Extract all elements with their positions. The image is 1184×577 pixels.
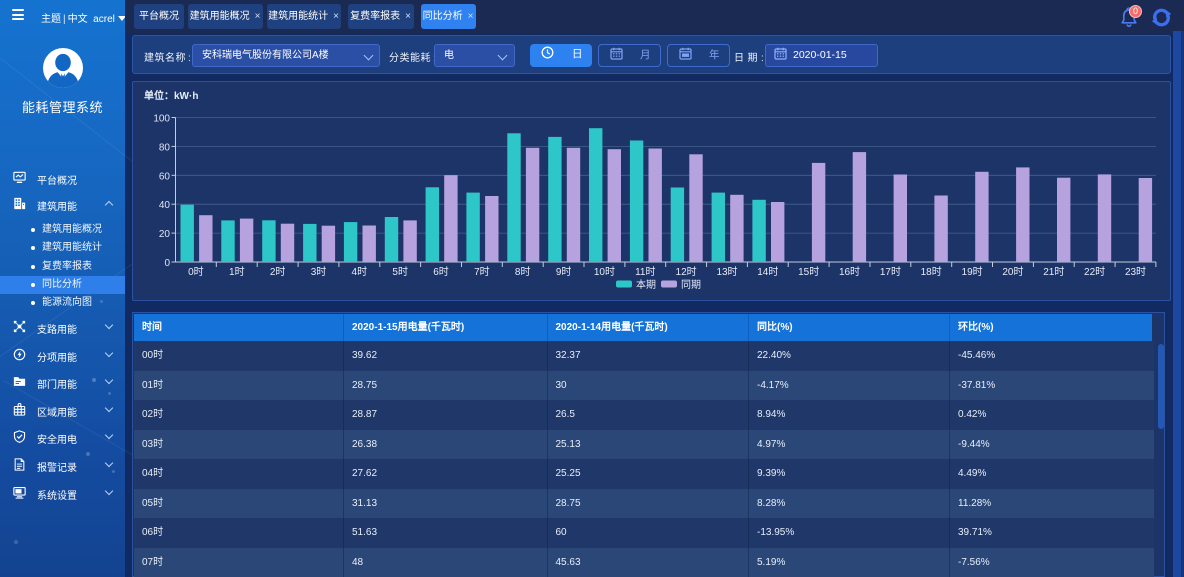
svg-text:4时: 4时	[352, 266, 368, 278]
svg-text:单位：kW·h: 单位：kW·h	[144, 89, 198, 102]
svg-text:1时: 1时	[229, 266, 245, 278]
svg-text:100: 100	[153, 114, 170, 125]
svg-text:80: 80	[159, 142, 171, 153]
svg-text:9时: 9时	[556, 266, 572, 278]
svg-text:16时: 16时	[839, 266, 860, 278]
svg-text:同期: 同期	[681, 279, 701, 291]
svg-text:5时: 5时	[392, 266, 408, 278]
svg-text:10时: 10时	[594, 266, 615, 278]
svg-text:0: 0	[164, 258, 170, 269]
svg-text:2时: 2时	[270, 266, 286, 278]
svg-text:本期: 本期	[636, 278, 656, 291]
svg-text:7时: 7时	[474, 266, 490, 278]
svg-text:6时: 6时	[433, 266, 449, 278]
svg-text:8时: 8时	[515, 266, 531, 278]
svg-text:13时: 13时	[716, 266, 737, 278]
svg-text:18时: 18时	[921, 266, 942, 278]
svg-text:23时: 23时	[1125, 266, 1146, 278]
svg-text:15时: 15时	[798, 266, 819, 278]
svg-text:14时: 14时	[757, 266, 778, 278]
svg-text:60: 60	[159, 171, 171, 182]
svg-text:12时: 12时	[676, 266, 697, 278]
svg-text:21时: 21时	[1043, 266, 1064, 278]
svg-text:22时: 22时	[1084, 266, 1105, 278]
svg-text:20时: 20时	[1002, 266, 1023, 278]
svg-text:3时: 3时	[311, 266, 327, 278]
svg-text:11时: 11时	[635, 266, 655, 278]
svg-text:0时: 0时	[188, 266, 204, 278]
svg-text:19时: 19时	[962, 266, 983, 278]
svg-text:17时: 17时	[880, 266, 901, 278]
svg-text:40: 40	[159, 200, 171, 211]
svg-text:20: 20	[159, 229, 171, 240]
